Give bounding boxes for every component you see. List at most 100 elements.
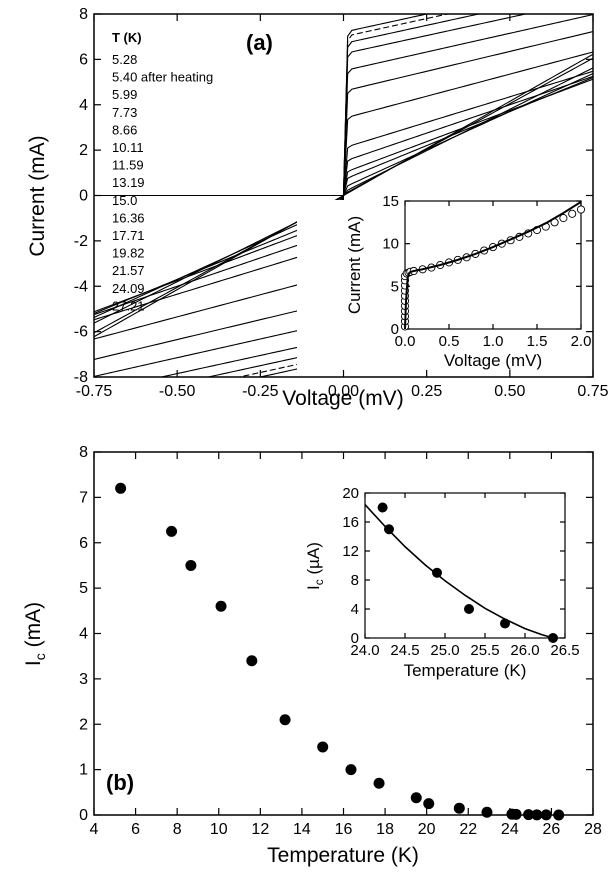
ic-data-point — [531, 809, 543, 821]
panel-b-inset-x-tick-label: 26.0 — [510, 642, 539, 659]
panel-b-inset-y-tick-label: 8 — [351, 572, 359, 589]
panel-a-inset-x-tick-label: 1.5 — [527, 333, 548, 350]
ic-data-point — [540, 809, 552, 821]
panel-a-inset-y-tick-label: 5 — [391, 278, 399, 295]
inset-a-curve — [404, 201, 582, 330]
panel-b-inset-x-tick-label: 24.0 — [350, 642, 379, 659]
panel-a-y-tick-label: 4 — [79, 97, 88, 114]
panel-b-inset-y-axis-subscript: c — [312, 579, 326, 585]
panel-b-y-tick-label: 6 — [79, 535, 88, 552]
legend-entry: 7.73 — [112, 105, 137, 120]
ic-data-point — [246, 655, 258, 667]
panel-b-inset-y-axis-title: Ic (µA) — [304, 542, 326, 590]
panel-a-inset-y-tick-label: 15 — [382, 193, 399, 210]
panel-a-x-tick-label: -0.25 — [242, 383, 279, 400]
panel-b-inset-y-tick-label: 0 — [351, 630, 359, 647]
panel-a-x-tick-label: 0.75 — [577, 383, 608, 400]
panel-a-y-tick-label: 0 — [79, 188, 88, 205]
panel-a-y-tick-label: 6 — [79, 51, 88, 68]
legend-entry: 13.19 — [112, 175, 145, 190]
inset-b-data-point — [384, 524, 394, 535]
panel-a-ticks: -0.75 -0.50 -0.25 0.00 0.25 0.50 0.75-8-6-4-20… — [74, 6, 608, 400]
panel-b-x-tick-label: 10 — [210, 821, 228, 838]
panel-b-inset-y-axis-symbol: I — [304, 585, 323, 590]
panel-b-inset-y-tick-label: 12 — [342, 543, 359, 560]
panel-a-y-tick-label: 8 — [79, 6, 88, 23]
panel-b-x-axis-title: Temperature (K) — [267, 844, 419, 867]
panel-b-frame — [93, 451, 594, 816]
panel-b-x-tick-label: 24 — [501, 821, 519, 838]
ic-data-point — [523, 809, 535, 821]
panel-b-x-tick-label: 16 — [335, 821, 353, 838]
panel-a-x-tick-label: -0.50 — [159, 383, 196, 400]
panel-b-y-tick-label: 1 — [79, 762, 88, 779]
panel-a-inset-x-tick-label: 2.0 — [571, 333, 592, 350]
inset-b-data-point — [432, 567, 442, 578]
inset-b-data-point — [377, 502, 388, 513]
panel-b-x-tick-label: 6 — [131, 821, 140, 838]
panel-b-y-axis-unit: (mA) — [22, 602, 45, 653]
panel-a-x-tick-label: 0.50 — [494, 383, 525, 400]
panel-a-x-tick-label: 0.00 — [328, 383, 359, 400]
ic-data-point — [215, 600, 227, 612]
panel-a-inset-x-tick-label: 0.5 — [439, 333, 460, 350]
panel-b-inset-x-tick-label: 24.5 — [390, 642, 419, 659]
ic-data-point — [553, 809, 565, 821]
ic-data-point — [115, 482, 127, 494]
inset-a-marker — [576, 205, 586, 214]
panel-b-y-axis-subscript: c — [32, 653, 48, 660]
panel-a-y-tick-label: 2 — [79, 142, 88, 159]
panel-b-inset-x-axis-title: Temperature (K) — [404, 661, 527, 680]
legend-entry: 5.99 — [112, 87, 137, 102]
panel-b-x-tick-label: 4 — [90, 821, 99, 838]
panel-b-y-tick-label: 3 — [79, 671, 88, 688]
inset-b-data-point — [464, 604, 474, 614]
panel-b-y-tick-label: 5 — [79, 580, 88, 597]
inset-a-marker — [559, 214, 568, 223]
legend-entry: 24.09 — [112, 281, 145, 296]
panel-b-y-tick-label: 2 — [79, 716, 88, 733]
panel-b-y-axis-symbol: I — [22, 660, 45, 666]
panel-a-inset-y-axis-title: Current (mA) — [345, 216, 364, 314]
panel-a-inset: 0.0 0.5 1.0 1.5 2.0 0 5 10 15 Voltage (mV) Curre… — [297, 193, 591, 370]
legend-entry: 11.59 — [112, 158, 144, 173]
panel-b-x-tick-label: 12 — [251, 821, 269, 838]
panel-a-x-tick-label: 0.25 — [411, 383, 442, 400]
legend-entry: 19.82 — [112, 246, 145, 261]
legend-entry: 5.40 after heating — [112, 70, 213, 85]
panel-b-x-tick-label: 20 — [418, 821, 436, 838]
legend-entry: 17.71 — [112, 228, 145, 243]
inset-b-data-point — [500, 618, 510, 629]
ic-data-point — [373, 777, 385, 789]
panel-b-inset: 24.0 24.5 25.0 25.5 26.0 26.5 0 4 8 12 16 20 Temper… — [304, 485, 580, 680]
panel-b-points — [115, 482, 565, 821]
panel-a-series — [94, 14, 593, 377]
panel-a-y-tick-label: -4 — [74, 278, 88, 295]
panel-a-x-axis-title: Voltage (mV) — [282, 387, 403, 410]
panel-a-x-tick-label: -0.75 — [76, 383, 113, 400]
panel-a-inset-x-tick-label: 0.0 — [395, 333, 416, 350]
legend-entry: 8.66 — [112, 122, 137, 137]
panel-b-x-tick-label: 28 — [584, 821, 602, 838]
panel-b-inset-frame — [364, 492, 566, 639]
ic-data-point — [423, 798, 435, 810]
panel-a-iv-curves: -0.75 -0.50 -0.25 0.00 0.25 0.50 0.75-8-6-4-20… — [26, 6, 608, 410]
ic-data-point — [510, 808, 522, 820]
panel-b-inset-y-tick-label: 16 — [342, 514, 359, 531]
inset-b-data-point — [548, 633, 558, 643]
panel-b-y-axis-title: Ic (mA) — [22, 602, 48, 666]
panel-b-x-tick-label: 22 — [459, 821, 477, 838]
panel-a-y-tick-label: -8 — [74, 369, 88, 386]
legend-entry: 27.21 — [112, 298, 145, 313]
panel-b-inset-y-tick-label: 4 — [351, 601, 359, 618]
panel-a-inset-x-tick-label: 1.0 — [483, 333, 504, 350]
ic-data-point — [345, 764, 357, 776]
panel-b-y-tick-label: 4 — [79, 626, 88, 643]
panel-a-y-tick-label: -6 — [74, 324, 88, 341]
panel-a-legend: T (K) 5.28 5.40 after heating 5.99 7.73 8.66… — [112, 30, 213, 313]
panel-b-inset-y-tick-label: 20 — [342, 485, 359, 502]
panel-b-x-tick-label: 8 — [173, 821, 182, 838]
